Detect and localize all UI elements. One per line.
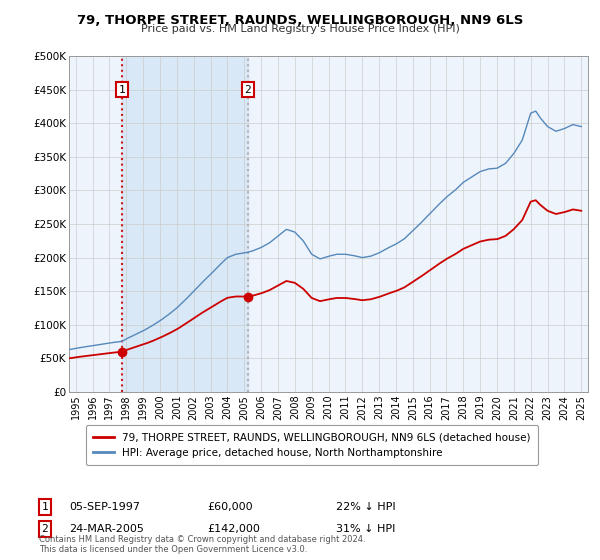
Text: 2: 2 (41, 524, 49, 534)
Text: 1: 1 (119, 85, 125, 95)
Text: Price paid vs. HM Land Registry's House Price Index (HPI): Price paid vs. HM Land Registry's House … (140, 24, 460, 34)
Text: Contains HM Land Registry data © Crown copyright and database right 2024.
This d: Contains HM Land Registry data © Crown c… (39, 535, 365, 554)
Text: 24-MAR-2005: 24-MAR-2005 (69, 524, 144, 534)
Text: 2: 2 (245, 85, 251, 95)
Text: 31% ↓ HPI: 31% ↓ HPI (336, 524, 395, 534)
Text: 05-SEP-1997: 05-SEP-1997 (69, 502, 140, 512)
Text: £60,000: £60,000 (207, 502, 253, 512)
Text: 1: 1 (41, 502, 49, 512)
Text: 22% ↓ HPI: 22% ↓ HPI (336, 502, 395, 512)
Text: £142,000: £142,000 (207, 524, 260, 534)
Bar (122, 56, 248, 392)
Legend: 79, THORPE STREET, RAUNDS, WELLINGBOROUGH, NN9 6LS (detached house), HPI: Averag: 79, THORPE STREET, RAUNDS, WELLINGBOROUG… (86, 425, 538, 465)
Text: 79, THORPE STREET, RAUNDS, WELLINGBOROUGH, NN9 6LS: 79, THORPE STREET, RAUNDS, WELLINGBOROUG… (77, 14, 523, 27)
